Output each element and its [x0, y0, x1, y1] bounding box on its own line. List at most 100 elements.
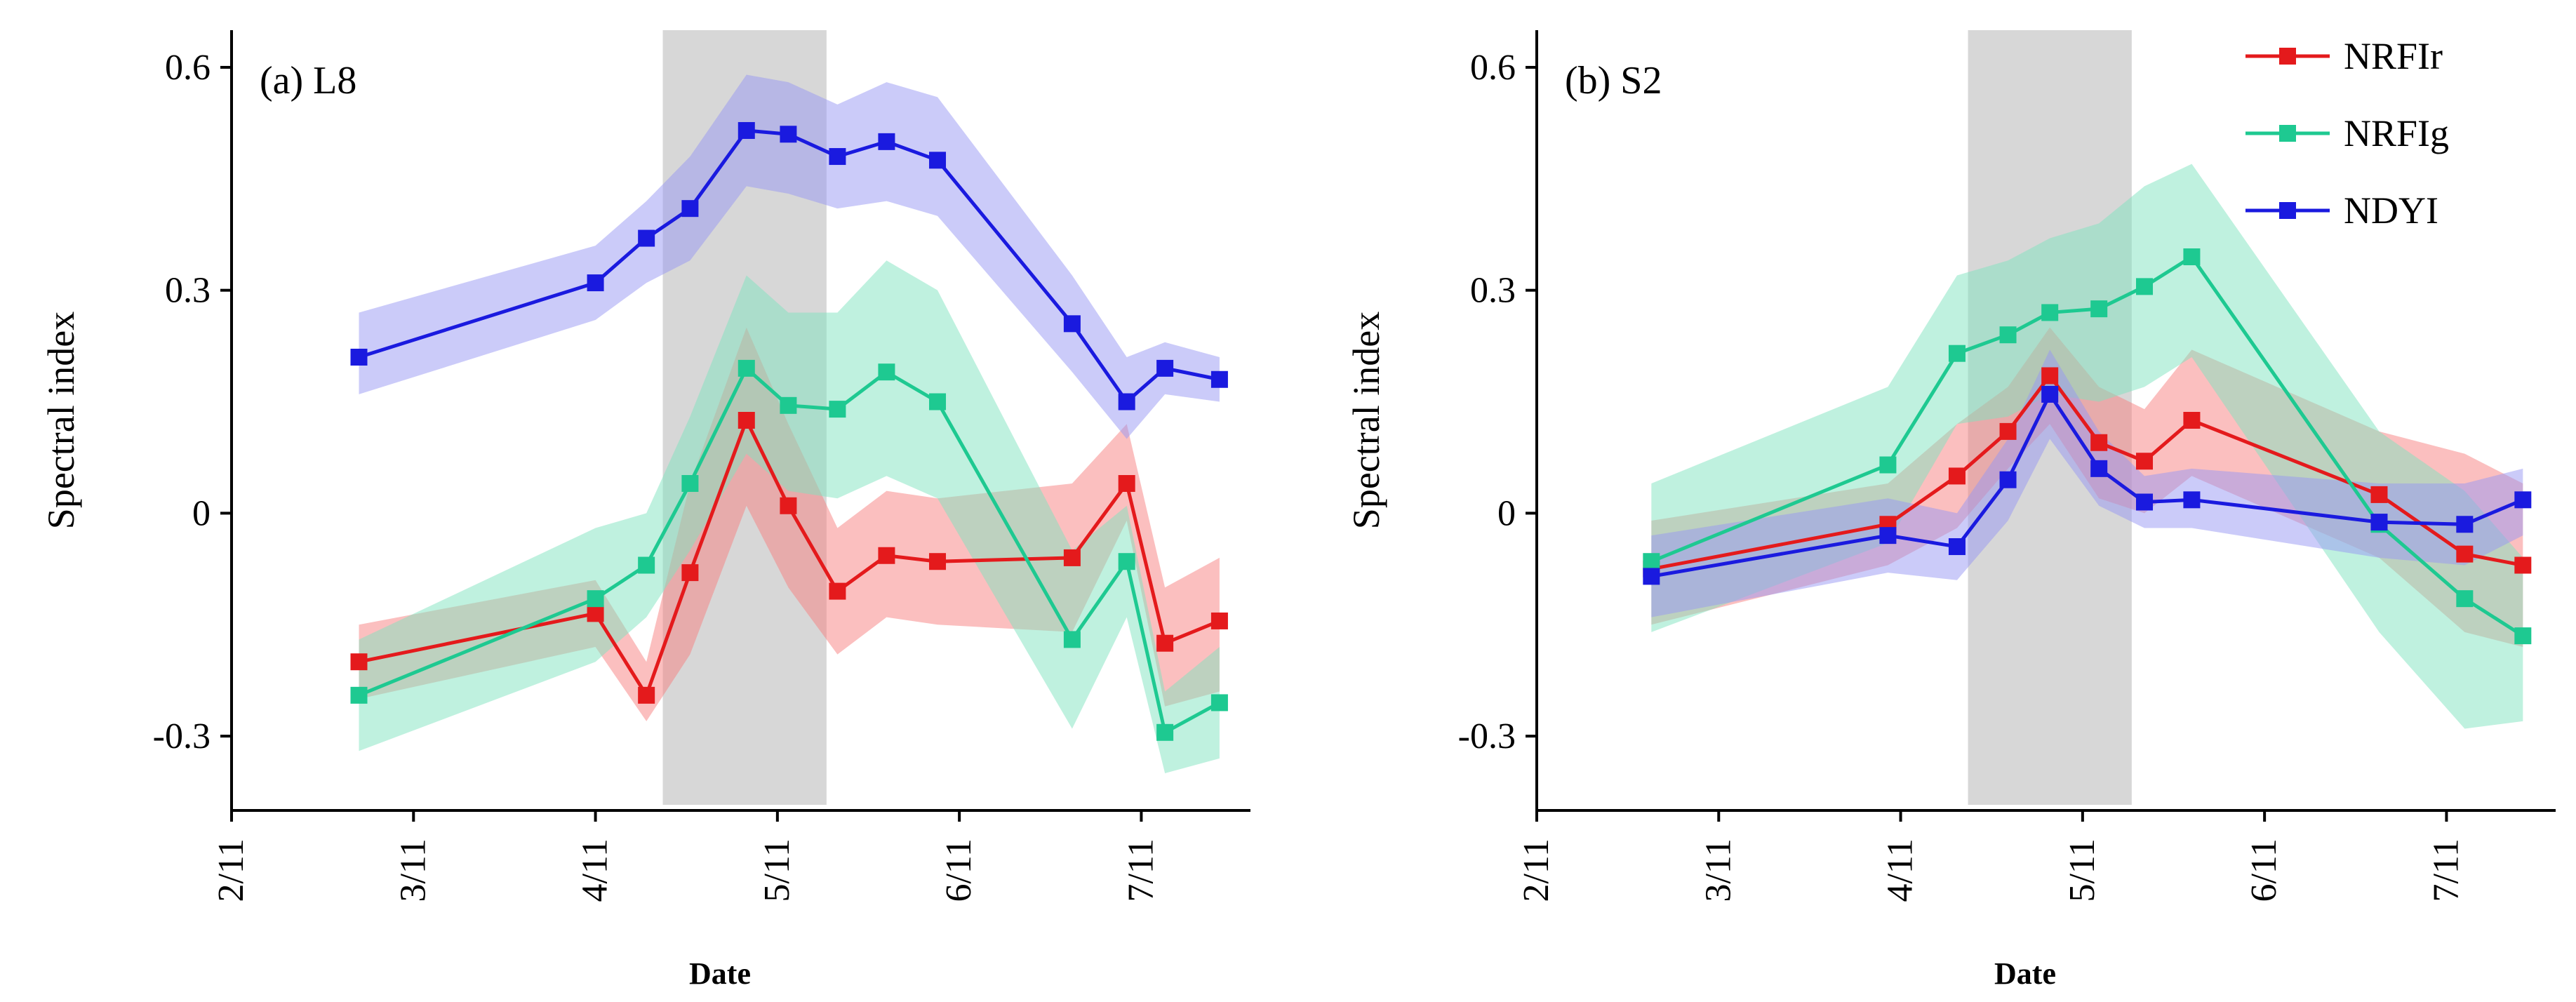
y-tick-label: 0.6: [1470, 48, 1516, 88]
x-tick-label: 6/11: [2244, 839, 2284, 902]
point-nrfir: [1999, 422, 2017, 440]
point-nrfig: [587, 590, 604, 608]
point-nrfir: [1948, 467, 1966, 485]
band-ndyi: [1651, 349, 2523, 617]
y-tick-label: -0.3: [153, 716, 211, 756]
point-nrfig: [350, 686, 368, 704]
point-nrfig: [738, 359, 755, 377]
point-nrfig: [1210, 694, 1228, 712]
panel-label: (b) S2: [1565, 59, 1662, 102]
y-tick-label: 0: [1497, 493, 1516, 533]
point-nrfir: [929, 553, 947, 570]
point-nrfir: [1156, 634, 1174, 652]
x-tick-label: 2/11: [1516, 839, 1556, 902]
point-ndyi: [738, 121, 755, 139]
point-nrfir: [1118, 475, 1135, 493]
y-tick-label: 0.6: [165, 48, 211, 88]
point-nrfig: [2183, 248, 2201, 266]
point-nrfir: [738, 412, 755, 429]
point-nrfig: [1999, 326, 2017, 344]
point-ndyi: [1879, 527, 1897, 545]
legend-label-ndyi: NDYI: [2344, 189, 2438, 232]
point-nrfir: [681, 564, 699, 582]
point-ndyi: [929, 152, 947, 169]
point-nrfig: [1118, 553, 1135, 570]
legend-marker-ndyi: [2279, 202, 2296, 219]
x-tick-label: 4/11: [575, 839, 615, 902]
point-ndyi: [1948, 538, 1966, 556]
legend-label-nrfig: NRFIg: [2344, 112, 2449, 154]
legend-label-nrfir: NRFIr: [2344, 35, 2443, 77]
x-tick-label: 5/11: [757, 839, 797, 902]
band-nrfig: [359, 260, 1220, 774]
point-ndyi: [878, 133, 895, 150]
point-nrfir: [780, 497, 797, 514]
x-axis-title: Date: [689, 956, 751, 991]
point-ndyi: [2370, 514, 2388, 531]
y-axis-title: Spectral index: [1345, 312, 1387, 529]
point-nrfig: [2090, 300, 2108, 318]
point-nrfir: [829, 582, 846, 600]
point-ndyi: [2090, 460, 2108, 477]
point-nrfig: [2514, 627, 2532, 645]
x-tick-label: 3/11: [393, 839, 433, 902]
point-nrfig: [2136, 278, 2154, 295]
point-nrfig: [1643, 553, 1660, 570]
legend-marker-nrfig: [2279, 125, 2296, 142]
y-tick-label: 0.3: [1470, 271, 1516, 311]
point-ndyi: [1999, 471, 2017, 488]
point-nrfir: [1210, 612, 1228, 629]
point-ndyi: [2136, 493, 2154, 511]
point-nrfir: [587, 605, 604, 622]
point-nrfig: [1063, 631, 1081, 648]
point-nrfig: [1156, 723, 1174, 741]
x-tick-label: 5/11: [2062, 839, 2102, 902]
panel-a-l8: -0.3 0 0.3 0.6 2/11 3/11 4/11 5/11 6/11 7/11 Spect…: [40, 30, 1250, 991]
point-nrfir: [2090, 434, 2108, 451]
point-ndyi: [1118, 393, 1135, 410]
point-nrfig: [2456, 590, 2474, 608]
point-ndyi: [2041, 385, 2059, 403]
point-nrfir: [2370, 486, 2388, 503]
point-nrfig: [1879, 456, 1897, 474]
point-nrfir: [2041, 367, 2059, 385]
point-ndyi: [587, 274, 604, 292]
x-tick-label: 7/11: [1121, 839, 1161, 902]
point-nrfir: [2514, 556, 2532, 574]
point-nrfir: [1063, 549, 1081, 566]
point-ndyi: [1643, 568, 1660, 585]
panel-label: (a) L8: [260, 59, 356, 102]
x-tick-label: 6/11: [939, 839, 979, 902]
point-ndyi: [681, 200, 699, 218]
point-nrfig: [780, 396, 797, 414]
x-axis-title: Date: [1994, 956, 2056, 991]
point-nrfig: [878, 363, 895, 381]
y-axis-title: Spectral index: [40, 312, 82, 529]
point-ndyi: [350, 348, 368, 366]
point-nrfig: [829, 401, 846, 418]
legend-marker-nrfir: [2279, 48, 2296, 65]
point-ndyi: [1063, 315, 1081, 333]
point-nrfig: [681, 475, 699, 493]
x-tick-label: 2/11: [211, 839, 251, 902]
point-nrfig: [638, 556, 655, 574]
point-nrfig: [2041, 304, 2059, 321]
x-tick-label: 3/11: [1698, 839, 1738, 902]
x-tick-label: 7/11: [2426, 839, 2466, 902]
point-nrfir: [878, 547, 895, 564]
point-ndyi: [1156, 359, 1174, 377]
band-nrfig: [1651, 163, 2523, 729]
point-ndyi: [2514, 491, 2532, 509]
y-tick-label: 0.3: [165, 271, 211, 311]
point-nrfir: [638, 686, 655, 704]
y-tick-label: 0: [192, 493, 211, 533]
point-nrfig: [1948, 345, 1966, 362]
x-tick-label: 4/11: [1881, 839, 1921, 902]
point-nrfir: [350, 653, 368, 671]
point-ndyi: [2183, 491, 2201, 509]
point-nrfir: [2136, 453, 2154, 470]
point-nrfir: [2183, 412, 2201, 429]
panel-b-s2: -0.3 0 0.3 0.6 2/11 3/11 4/11 5/11 6/11 7/11 Spect…: [1345, 30, 2556, 991]
point-ndyi: [829, 148, 846, 166]
